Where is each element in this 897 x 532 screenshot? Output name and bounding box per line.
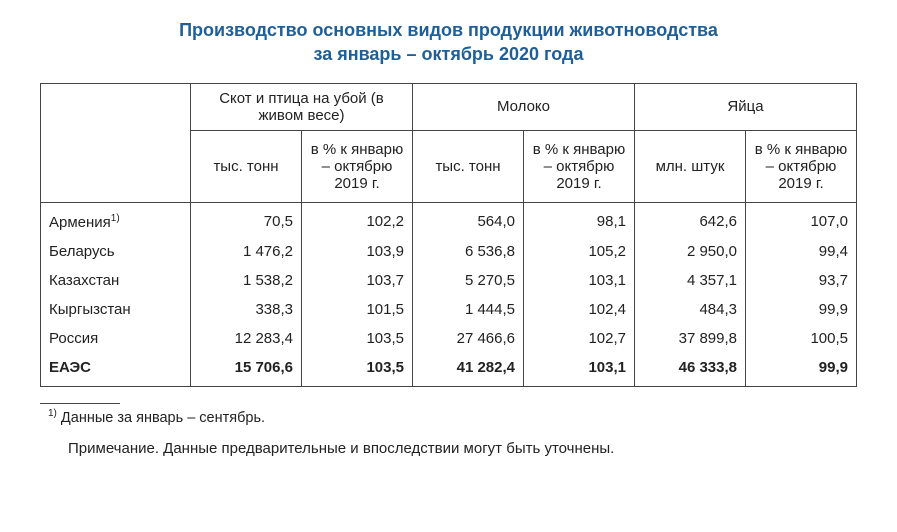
header-group-milk: Молоко [413,83,635,130]
footnote: 1) Данные за январь – сентябрь. [48,408,857,426]
total-cell: 15 706,6 [191,353,302,387]
table-total-row: ЕАЭС 15 706,6 103,5 41 282,4 103,1 46 33… [41,353,857,387]
row-label: Беларусь [41,237,191,266]
subheader-0: тыс. тонн [191,130,302,202]
cell: 102,2 [302,202,413,237]
total-cell: 46 333,8 [635,353,746,387]
cell: 642,6 [635,202,746,237]
total-cell: 41 282,4 [413,353,524,387]
table-row: Беларусь 1 476,2 103,9 6 536,8 105,2 2 9… [41,237,857,266]
table-row: Кыргызстан 338,3 101,5 1 444,5 102,4 484… [41,295,857,324]
footnote-rule [40,403,120,404]
title-line-1: Производство основных видов продукции жи… [179,20,718,40]
cell: 5 270,5 [413,266,524,295]
title-line-2: за январь – октябрь 2020 года [313,44,583,64]
header-blank [41,83,191,202]
cell: 6 536,8 [413,237,524,266]
cell: 103,9 [302,237,413,266]
cell: 27 466,6 [413,324,524,353]
cell: 100,5 [746,324,857,353]
cell: 564,0 [413,202,524,237]
subheader-2: тыс. тонн [413,130,524,202]
page: Производство основных видов продукции жи… [0,0,897,532]
row-label: Кыргызстан [41,295,191,324]
cell: 338,3 [191,295,302,324]
cell: 107,0 [746,202,857,237]
cell: 1 444,5 [413,295,524,324]
cell: 93,7 [746,266,857,295]
cell: 102,4 [524,295,635,324]
cell: 103,5 [302,324,413,353]
cell: 70,5 [191,202,302,237]
cell: 4 357,1 [635,266,746,295]
subheader-3: в % к январю – октябрю 2019 г. [524,130,635,202]
cell: 103,1 [524,266,635,295]
total-cell: 103,1 [524,353,635,387]
total-cell: 99,9 [746,353,857,387]
table-body: Армения1) 70,5 102,2 564,0 98,1 642,6 10… [41,202,857,386]
subheader-1: в % к январю – октябрю 2019 г. [302,130,413,202]
production-table: Скот и птица на убой (в живом весе) Моло… [40,83,857,387]
table-row: Казахстан 1 538,2 103,7 5 270,5 103,1 4 … [41,266,857,295]
cell: 2 950,0 [635,237,746,266]
cell: 99,9 [746,295,857,324]
total-label: ЕАЭС [41,353,191,387]
cell: 101,5 [302,295,413,324]
footnote-marker: 1) [48,408,57,419]
header-group-eggs: Яйца [635,83,857,130]
cell: 12 283,4 [191,324,302,353]
page-title: Производство основных видов продукции жи… [40,18,857,67]
cell: 1 538,2 [191,266,302,295]
table-header: Скот и птица на убой (в живом весе) Моло… [41,83,857,202]
cell: 102,7 [524,324,635,353]
row-label: Армения1) [41,202,191,237]
header-group-cattle: Скот и птица на убой (в живом весе) [191,83,413,130]
cell: 99,4 [746,237,857,266]
footnote-text: Данные за январь – сентябрь. [57,409,265,425]
table-row: Россия 12 283,4 103,5 27 466,6 102,7 37 … [41,324,857,353]
footnote-ref: 1) [111,213,120,224]
total-cell: 103,5 [302,353,413,387]
cell: 37 899,8 [635,324,746,353]
cell: 105,2 [524,237,635,266]
cell: 103,7 [302,266,413,295]
subheader-4: млн. штук [635,130,746,202]
note: Примечание. Данные предварительные и впо… [68,440,857,457]
cell: 484,3 [635,295,746,324]
table-row: Армения1) 70,5 102,2 564,0 98,1 642,6 10… [41,202,857,237]
cell: 98,1 [524,202,635,237]
subheader-5: в % к январю – октябрю 2019 г. [746,130,857,202]
row-label: Казахстан [41,266,191,295]
cell: 1 476,2 [191,237,302,266]
row-label: Россия [41,324,191,353]
